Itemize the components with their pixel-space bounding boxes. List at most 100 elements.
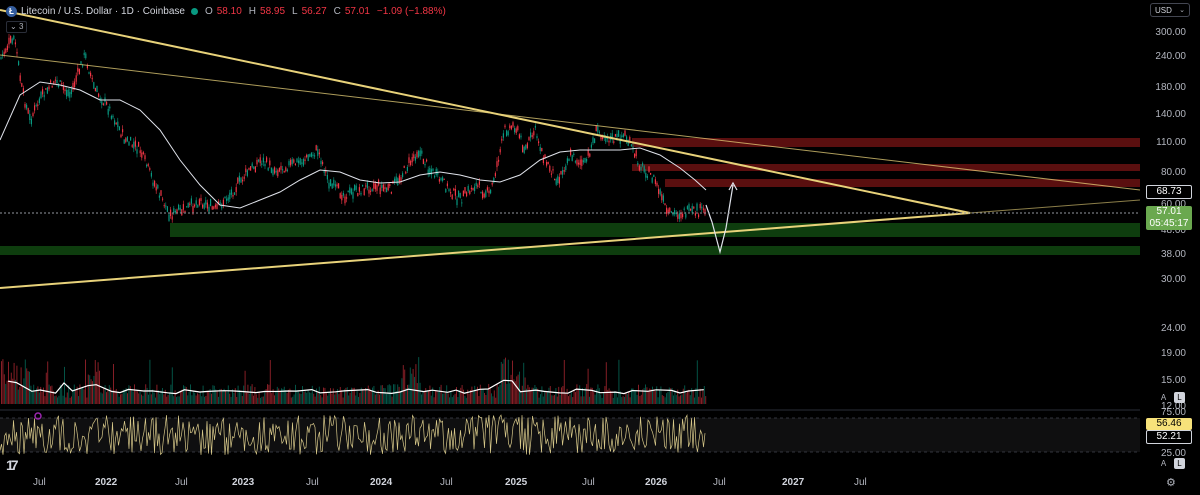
volume-bar	[43, 387, 44, 404]
candle-body	[218, 201, 220, 203]
volume-bar	[219, 388, 221, 404]
volume-bar	[331, 393, 333, 404]
volume-bar	[394, 384, 396, 404]
candle-body	[262, 157, 264, 163]
price-axis-label: 240.00	[1155, 51, 1186, 62]
candle-body	[597, 126, 599, 132]
candle-body	[192, 206, 194, 213]
log-scale-button[interactable]: L	[1174, 392, 1185, 403]
volume-bar	[125, 388, 127, 404]
volume-bar	[495, 397, 497, 404]
price-axis-label: 19.00	[1160, 348, 1186, 359]
volume-bar	[355, 395, 357, 404]
candle-body	[592, 137, 594, 144]
volume-bar	[106, 392, 107, 404]
volume-bar	[325, 392, 327, 404]
volume-bar	[675, 395, 677, 404]
rsi-log-scale-button[interactable]: L	[1174, 458, 1185, 469]
volume-bar	[338, 394, 340, 404]
volume-bar	[127, 393, 128, 404]
volume-bar	[640, 394, 642, 404]
volume-bar	[491, 393, 492, 404]
zones-layer	[0, 138, 1140, 255]
candle-body	[582, 160, 584, 163]
volume-bar	[618, 359, 620, 404]
volume-bar	[666, 393, 667, 404]
volume-ma-line	[7, 379, 704, 395]
tradingview-logo-icon[interactable]: 17	[6, 457, 18, 473]
candle-body	[338, 183, 340, 189]
volume-bar	[498, 386, 499, 404]
volume-bar	[673, 395, 674, 404]
candle-body	[34, 105, 36, 111]
candle-body	[512, 122, 514, 127]
candle-body	[306, 154, 308, 158]
volume-bar	[9, 379, 11, 404]
volume-bar	[19, 386, 21, 404]
volume-bar	[631, 388, 632, 404]
candle-body	[107, 108, 109, 115]
volume-bar	[132, 391, 134, 404]
candle-body	[246, 170, 248, 176]
candle-body	[430, 169, 432, 175]
volume-bar	[269, 360, 271, 404]
volume-bar	[435, 391, 436, 404]
volume-bar	[652, 386, 653, 404]
currency-select[interactable]: USD ⌄	[1150, 3, 1190, 17]
candle-body	[427, 169, 429, 175]
candle-body	[5, 48, 7, 53]
volume-bar	[293, 394, 295, 404]
volume-bar	[600, 394, 602, 404]
volume-bar	[26, 368, 28, 404]
volume-bar	[342, 397, 344, 404]
candle-body	[170, 209, 172, 217]
candle-body	[680, 213, 682, 219]
volume-bar	[475, 390, 477, 404]
candle-body	[66, 90, 68, 97]
volume-bar	[558, 386, 560, 404]
candle-body	[186, 206, 188, 208]
candle-body	[346, 197, 348, 199]
candle-body	[134, 140, 136, 147]
volume-bar	[656, 386, 658, 404]
candle-body	[366, 182, 368, 189]
candle-body	[669, 207, 671, 212]
rsi-auto-scale-button[interactable]: A	[1160, 459, 1167, 468]
volume-bar	[180, 391, 182, 404]
time-axis-label: Jul	[854, 477, 867, 488]
candle-body	[174, 210, 176, 213]
change-value: −1.09 (−1.88%)	[376, 5, 446, 17]
volume-bar	[41, 391, 43, 404]
symbol-title[interactable]: Litecoin / U.S. Dollar · 1D · Coinbase	[21, 5, 185, 17]
volume-bar	[146, 387, 148, 404]
volume-bar	[258, 391, 260, 404]
candle-body	[278, 167, 280, 172]
volume-bar	[657, 397, 659, 404]
volume-bar	[162, 388, 163, 404]
volume-bar	[485, 395, 487, 404]
candle-body	[130, 136, 132, 141]
volume-bar	[261, 396, 263, 404]
volume-bar	[689, 395, 691, 404]
volume-bar	[160, 390, 162, 404]
volume-bar	[496, 384, 498, 404]
volume-bar	[680, 395, 681, 404]
gear-icon[interactable]: ⚙	[1166, 477, 1176, 489]
time-axis-label: Jul	[306, 477, 319, 488]
auto-scale-button[interactable]: A	[1160, 393, 1167, 402]
candle-body	[467, 186, 469, 192]
candle-body	[336, 184, 338, 187]
volume-histogram	[1, 357, 707, 404]
volume-bar	[300, 393, 302, 404]
volume-bar	[306, 392, 308, 404]
volume-bar	[379, 394, 380, 404]
candle-body	[328, 182, 330, 189]
candle-body	[563, 169, 565, 172]
volume-bar	[433, 397, 435, 404]
candle-body	[362, 184, 364, 187]
volume-bar	[44, 396, 46, 404]
volume-bar	[304, 391, 306, 404]
indicators-toggle[interactable]: ⌄ 3	[6, 21, 28, 33]
candle-body	[538, 141, 540, 144]
